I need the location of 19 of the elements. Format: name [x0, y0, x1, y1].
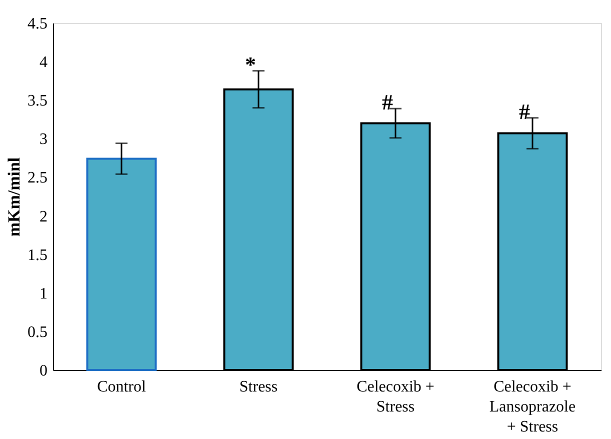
y-axis-title: mKm/minl [4, 157, 24, 237]
x-tick-label: Stress [239, 378, 278, 396]
x-tick-label: Control [97, 378, 146, 396]
y-tick-label: 3.5 [28, 92, 48, 110]
x-tick-label: Celecoxib + Stress [356, 378, 434, 416]
y-tick-label: 2 [40, 208, 48, 226]
y-tick-label: 4 [40, 54, 48, 72]
y-tick-label: 3 [40, 131, 48, 148]
annotation: # [519, 98, 530, 124]
y-tick-label: 1 [40, 285, 48, 302]
annotation: # [382, 90, 393, 115]
y-tick-label: 2.5 [28, 170, 48, 187]
y-tick-label: 1.5 [28, 246, 48, 264]
annotation: * [245, 52, 256, 77]
x-tick-label: Celecoxib + Lansoprazole + Stress [489, 378, 576, 436]
y-tick-label: 0.5 [28, 324, 48, 341]
bar [86, 158, 157, 371]
y-tick-label: 0 [40, 362, 48, 380]
y-tick-label: 4.5 [28, 16, 48, 32]
